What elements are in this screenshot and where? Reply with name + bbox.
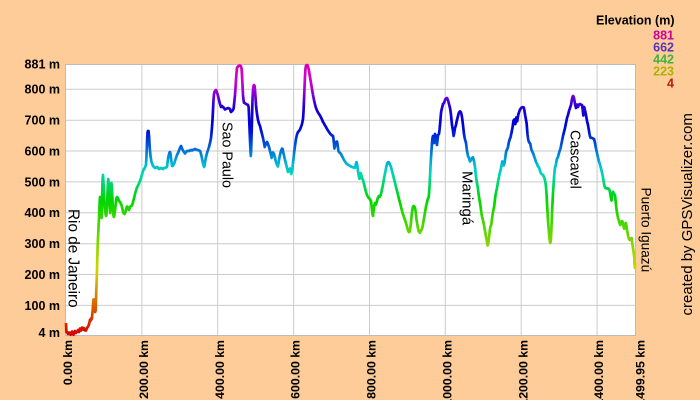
svg-text:1400.00 km: 1400.00 km [592, 340, 606, 400]
svg-text:4 m: 4 m [38, 326, 60, 340]
svg-text:500 m: 500 m [25, 175, 60, 189]
svg-text:700 m: 700 m [25, 114, 60, 128]
svg-text:400 m: 400 m [25, 206, 60, 220]
svg-text:Elevation (m): Elevation (m) [596, 13, 675, 27]
svg-text:100 m: 100 m [25, 299, 60, 313]
svg-text:223: 223 [653, 64, 674, 78]
svg-text:Cascavel: Cascavel [567, 130, 583, 189]
svg-text:Sao Paulo: Sao Paulo [219, 122, 235, 188]
svg-text:1000.00 km: 1000.00 km [440, 340, 454, 400]
svg-text:200.00 km: 200.00 km [137, 340, 151, 399]
svg-text:400.00 km: 400.00 km [213, 340, 227, 399]
svg-text:200 m: 200 m [25, 268, 60, 282]
svg-text:800.00 km: 800.00 km [365, 340, 379, 399]
svg-text:Puerto Iguazú: Puerto Iguazú [639, 188, 654, 273]
svg-text:created by GPSVisualizer.com: created by GPSVisualizer.com [679, 113, 696, 315]
svg-text:0.00 km: 0.00 km [61, 340, 75, 385]
svg-text:300 m: 300 m [25, 237, 60, 251]
svg-text:881 m: 881 m [25, 58, 60, 72]
svg-text:4: 4 [667, 76, 674, 90]
svg-text:600.00 km: 600.00 km [289, 340, 303, 399]
svg-text:662: 662 [653, 40, 674, 54]
svg-text:Maringá: Maringá [459, 171, 476, 226]
svg-text:600 m: 600 m [25, 144, 60, 158]
svg-text:800 m: 800 m [25, 83, 60, 97]
svg-text:Rio de Janeiro: Rio de Janeiro [65, 209, 82, 308]
svg-text:1200.00 km: 1200.00 km [516, 340, 530, 400]
svg-text:1499.95 km: 1499.95 km [633, 340, 647, 400]
svg-text:881: 881 [653, 28, 674, 42]
svg-text:442: 442 [653, 52, 674, 66]
